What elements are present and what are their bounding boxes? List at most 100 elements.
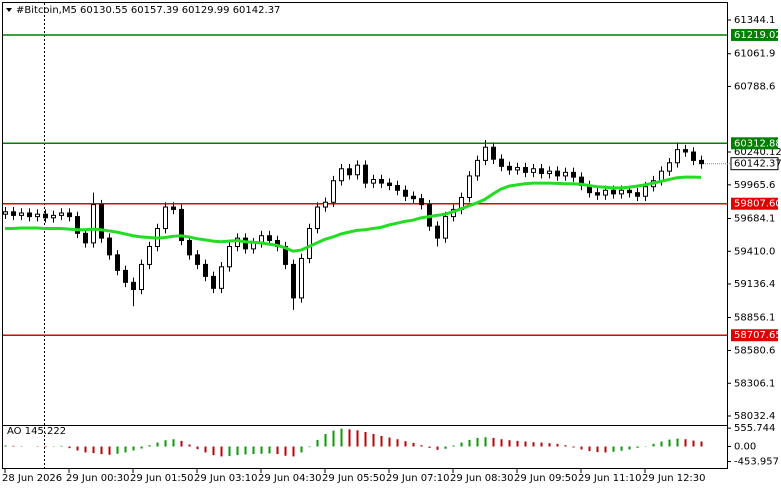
candle-body bbox=[467, 175, 472, 198]
candle-body bbox=[211, 275, 216, 289]
candle-body bbox=[195, 254, 200, 265]
candle-body bbox=[227, 245, 232, 268]
y-tick-label: 60240.12 bbox=[734, 147, 781, 158]
candle-body bbox=[411, 195, 416, 200]
y-tick-label: 555.744 bbox=[734, 423, 775, 434]
candle-body bbox=[339, 168, 344, 182]
candle-body bbox=[683, 149, 688, 153]
x-tick-label: 29 Jun 11:10 bbox=[578, 473, 642, 484]
level-label: 61219.02 bbox=[734, 30, 781, 41]
x-tick-label: 29 Jun 04:30 bbox=[258, 473, 322, 484]
y-tick-label: 59965.6 bbox=[734, 180, 775, 191]
candle-body bbox=[115, 254, 120, 271]
y-tick-label: 58856.1 bbox=[734, 312, 775, 323]
candle-body bbox=[331, 180, 336, 203]
x-tick-label: 29 Jun 12:30 bbox=[642, 473, 706, 484]
candle-body bbox=[51, 214, 56, 219]
candle-body bbox=[555, 170, 560, 177]
candle-body bbox=[299, 257, 304, 299]
candle-body bbox=[691, 151, 696, 161]
candle-body bbox=[171, 206, 176, 210]
candle-body bbox=[27, 212, 32, 218]
y-tick-label: 59136.4 bbox=[734, 279, 775, 290]
candle-body bbox=[435, 225, 440, 239]
y-tick-label: 59684.1 bbox=[734, 213, 775, 224]
y-tick-label: 58580.6 bbox=[734, 345, 775, 356]
candle-body bbox=[659, 170, 664, 182]
x-tick-label: 28 Jun 2026 bbox=[2, 473, 62, 484]
y-tick-label: 0.00 bbox=[734, 442, 756, 453]
y-tick-label: -453.957 bbox=[734, 457, 779, 468]
candle-body bbox=[667, 162, 672, 172]
y-tick-label: 61061.9 bbox=[734, 49, 775, 60]
candle-body bbox=[3, 211, 8, 215]
candle-body bbox=[131, 281, 136, 291]
ao-title: AO 145.222 bbox=[7, 426, 66, 437]
x-tick-label: 29 Jun 01:50 bbox=[130, 473, 194, 484]
candle-body bbox=[123, 269, 128, 283]
candle-body bbox=[403, 189, 408, 197]
candle-body bbox=[571, 171, 576, 178]
x-tick-label: 29 Jun 00:30 bbox=[66, 473, 130, 484]
candle-body bbox=[99, 204, 104, 239]
candle-body bbox=[267, 235, 272, 242]
candle-body bbox=[635, 192, 640, 197]
candle-body bbox=[595, 192, 600, 196]
candle-body bbox=[59, 212, 64, 216]
level-label-box bbox=[731, 137, 778, 150]
candle-body bbox=[515, 167, 520, 171]
candle-body bbox=[203, 263, 208, 277]
candle-body bbox=[499, 158, 504, 167]
candle-body bbox=[91, 204, 96, 244]
candle-body bbox=[67, 212, 72, 218]
level-label-box bbox=[731, 329, 778, 342]
level-label-box bbox=[731, 28, 778, 41]
candle-body bbox=[603, 189, 608, 196]
candle-body bbox=[547, 170, 552, 175]
x-tick-label: 29 Jun 09:50 bbox=[514, 473, 578, 484]
candle-body bbox=[355, 164, 360, 176]
symbol-header: #Bitcoin,M5 60130.55 60157.39 60129.99 6… bbox=[16, 5, 280, 16]
candle-body bbox=[19, 212, 24, 216]
candle-body bbox=[11, 211, 16, 216]
candle-body bbox=[387, 182, 392, 186]
candle-body bbox=[315, 206, 320, 230]
candle-body bbox=[163, 206, 168, 230]
candle-body bbox=[563, 171, 568, 177]
level-label: 58707.65 bbox=[734, 330, 781, 341]
candle-body bbox=[491, 146, 496, 160]
candle-body bbox=[83, 232, 88, 244]
level-label: 60312.88 bbox=[734, 138, 781, 149]
candle-body bbox=[139, 263, 144, 291]
candle-body bbox=[323, 201, 328, 208]
candle-body bbox=[419, 198, 424, 206]
candle-body bbox=[43, 213, 48, 219]
x-tick-label: 29 Jun 05:50 bbox=[322, 473, 386, 484]
candle-body bbox=[483, 146, 488, 161]
candle-body bbox=[35, 213, 40, 218]
candle-body bbox=[75, 216, 80, 234]
candle-body bbox=[291, 263, 296, 299]
candle-body bbox=[539, 168, 544, 175]
current-price-label: 60142.37 bbox=[734, 159, 781, 170]
level-label: 59807.60 bbox=[734, 199, 781, 210]
x-tick-label: 29 Jun 08:30 bbox=[450, 473, 514, 484]
candle-body bbox=[619, 189, 624, 195]
candle-body bbox=[187, 240, 192, 256]
candle-body bbox=[507, 165, 512, 171]
candle-body bbox=[475, 159, 480, 177]
menu-arrow[interactable] bbox=[6, 8, 12, 12]
x-tick-label: 29 Jun 03:10 bbox=[194, 473, 258, 484]
frame bbox=[2, 2, 728, 469]
candle-body bbox=[643, 186, 648, 197]
candle-body bbox=[675, 149, 680, 164]
level-label-box bbox=[731, 197, 778, 210]
candle-body bbox=[179, 208, 184, 242]
candle-body bbox=[219, 266, 224, 289]
candle-body bbox=[379, 179, 384, 184]
candle-body bbox=[147, 245, 152, 265]
candle-body bbox=[371, 179, 376, 184]
y-tick-label: 61344.1 bbox=[734, 15, 775, 26]
